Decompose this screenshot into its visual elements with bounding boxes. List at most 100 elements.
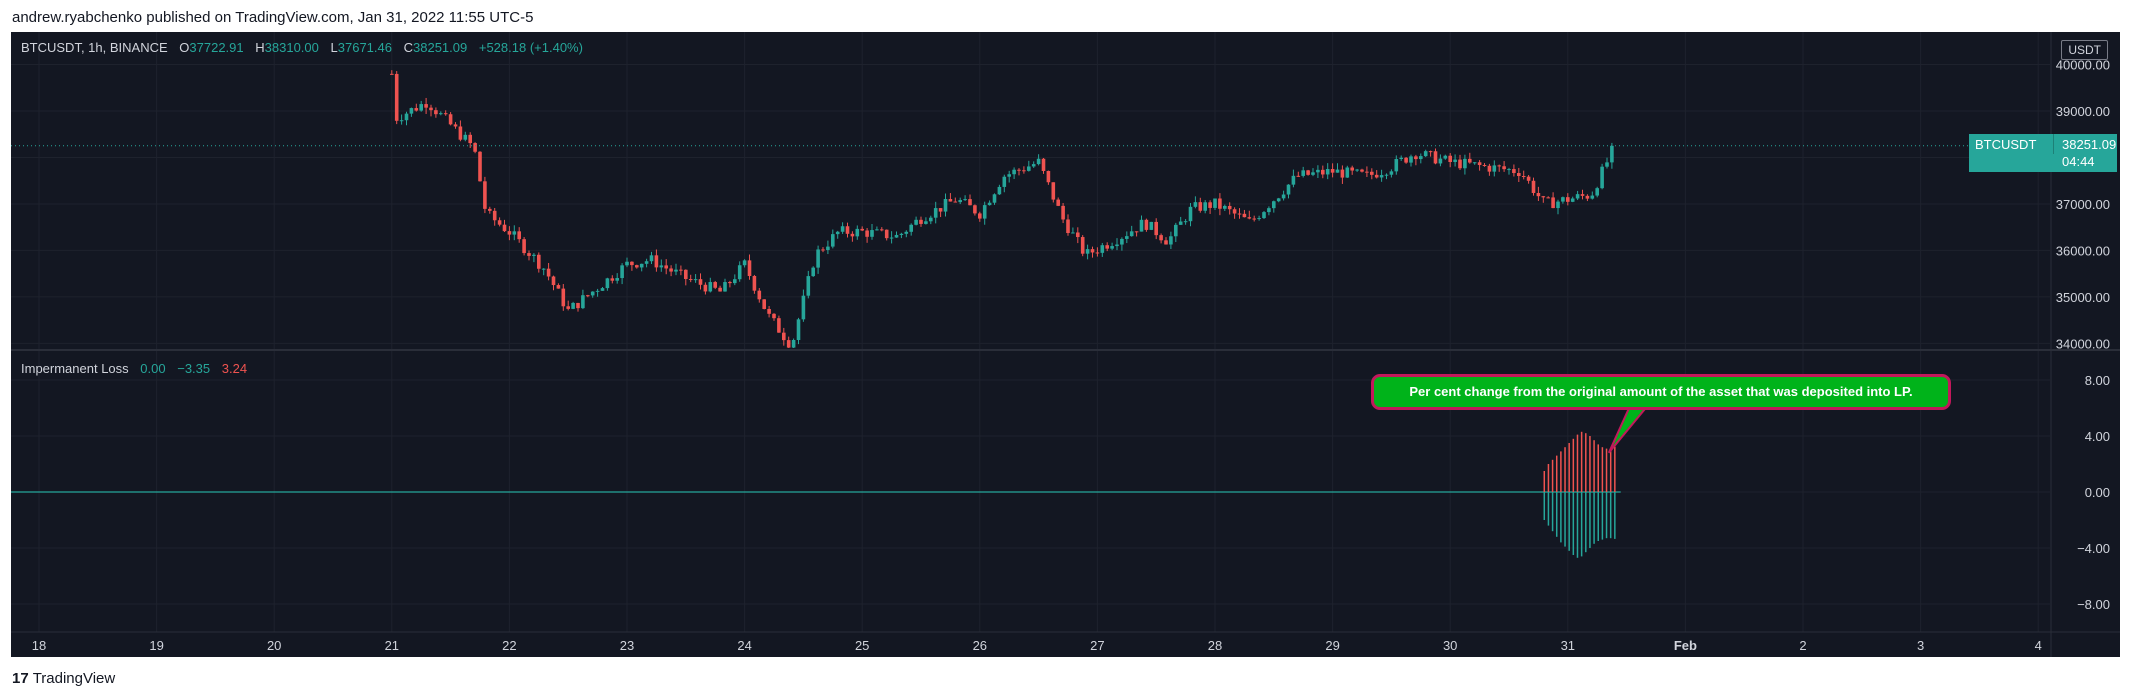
x-tick-label: 22 xyxy=(502,638,516,653)
candle-body xyxy=(1036,158,1041,165)
candle-body xyxy=(865,230,869,237)
candle-body xyxy=(492,210,497,221)
candle-body xyxy=(1169,236,1173,245)
candle-body xyxy=(992,194,997,203)
candle-body xyxy=(831,234,835,247)
candle-body xyxy=(522,239,526,254)
tradingview-logo-icon: 17 xyxy=(12,670,29,687)
candle-body xyxy=(1379,175,1384,178)
candle-body xyxy=(605,278,610,289)
y-tick-label: 36000.00 xyxy=(2056,243,2110,258)
candle-body xyxy=(811,267,815,277)
candle-body xyxy=(1365,171,1369,173)
annotation-callout[interactable]: Per cent change from the original amount… xyxy=(1371,374,1951,410)
candle-body xyxy=(1286,184,1291,195)
candle-body xyxy=(517,231,521,240)
candle-body xyxy=(639,263,644,268)
candle-body xyxy=(654,255,659,268)
indicator-y-tick-label: −4.00 xyxy=(2077,541,2110,556)
candle-body xyxy=(1071,232,1075,234)
badge-price: 38251.09 xyxy=(2062,137,2117,152)
candle-body xyxy=(826,246,830,251)
indicator-y-tick-label: 4.00 xyxy=(2085,429,2110,444)
candle-body xyxy=(1188,206,1193,222)
candle-body xyxy=(1610,145,1614,163)
candle-body xyxy=(767,308,771,314)
candle-body xyxy=(527,253,531,256)
y-tick-label: 37000.00 xyxy=(2056,197,2110,212)
candle-body xyxy=(1419,156,1423,160)
candle-body xyxy=(1463,158,1467,169)
candle-body xyxy=(566,306,570,309)
candle-body xyxy=(458,126,463,140)
price-scale-unit[interactable]: USDT xyxy=(2061,40,2108,60)
candle-body xyxy=(1477,162,1482,166)
candle-body xyxy=(1423,151,1428,157)
candle-body xyxy=(1321,169,1325,175)
candle-body xyxy=(1458,159,1462,169)
candle-body xyxy=(512,231,517,235)
legend-close-label: C xyxy=(403,40,413,55)
chart-svg[interactable]: 18 19 20 21 22 23 24 25 26 27 28 29 30 31 Feb 2 3 440000.… xyxy=(11,32,2120,657)
candle-body xyxy=(1002,176,1007,187)
x-tick-label: 27 xyxy=(1090,638,1104,653)
candle-body xyxy=(546,268,551,277)
candle-body xyxy=(1360,169,1364,172)
candle-body xyxy=(835,231,840,235)
candle-body xyxy=(615,278,619,281)
candle-body xyxy=(1355,169,1359,171)
chart-frame[interactable]: 18 19 20 21 22 23 24 25 26 27 28 29 30 31 Feb 2 3 4 40000.… xyxy=(11,32,2120,657)
candle-body xyxy=(904,231,909,234)
legend-symbol[interactable]: BTCUSDT, 1h, BINANCE xyxy=(21,40,168,55)
tradingview-logo[interactable]: 17 TradingView xyxy=(12,670,115,687)
candle-body xyxy=(963,199,967,201)
candle-body xyxy=(742,260,747,266)
candle-body xyxy=(1306,170,1310,175)
candle-body xyxy=(1012,169,1016,175)
candle-body xyxy=(1389,171,1394,175)
candle-body xyxy=(747,260,752,277)
badge-symbol: BTCUSDT xyxy=(1975,137,2037,152)
indicator-y-tick-label: 0.00 xyxy=(2085,485,2110,500)
candle-body xyxy=(483,181,487,209)
candle-body xyxy=(1345,167,1350,178)
candle-body xyxy=(644,261,649,264)
candle-body xyxy=(434,110,438,115)
legend-open: 37722.91 xyxy=(189,40,244,55)
x-tick-label: 30 xyxy=(1443,638,1457,653)
candle-body xyxy=(943,198,948,212)
candle-body xyxy=(889,237,894,239)
candle-body xyxy=(590,291,595,296)
candle-body xyxy=(1100,245,1105,253)
candle-body xyxy=(1595,188,1599,196)
candle-body xyxy=(1301,170,1305,176)
candle-body xyxy=(1139,219,1144,232)
indicator-value-3: 3.24 xyxy=(221,361,248,376)
candle-body xyxy=(1374,174,1379,178)
candle-body xyxy=(968,199,972,206)
candle-body xyxy=(576,302,580,309)
legend-close: 38251.09 xyxy=(413,40,468,55)
last-price-badge: BTCUSDT 38251.09 04:44 xyxy=(1969,134,2117,172)
candle-body xyxy=(1134,231,1139,233)
candle-body xyxy=(1330,169,1335,173)
candle-body xyxy=(679,269,683,271)
candle-body xyxy=(1325,169,1330,175)
candle-body xyxy=(1399,157,1403,160)
candle-body xyxy=(762,299,766,309)
candle-body xyxy=(669,268,673,272)
indicator-name[interactable]: Impermanent Loss xyxy=(21,361,129,376)
candle-body xyxy=(635,265,639,268)
y-tick-label: 34000.00 xyxy=(2056,336,2110,351)
candle-body xyxy=(850,233,855,237)
candle-body xyxy=(1340,169,1345,178)
candle-body xyxy=(1575,194,1580,199)
candle-body xyxy=(586,295,590,297)
candle-body xyxy=(507,231,512,235)
candle-body xyxy=(733,279,737,284)
candle-body xyxy=(713,282,717,288)
candle-body xyxy=(1590,195,1595,199)
y-tick-label: 35000.00 xyxy=(2056,290,2110,305)
candle-body xyxy=(718,287,722,292)
legend-open-label: O xyxy=(179,40,190,55)
